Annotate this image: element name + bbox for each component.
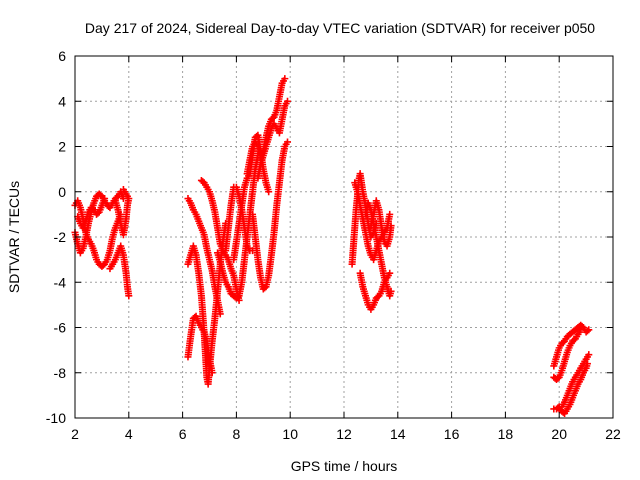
x-tick-label: 10 bbox=[282, 426, 298, 442]
series-t5 bbox=[111, 185, 133, 239]
y-tick-label: 4 bbox=[58, 93, 66, 109]
y-tick-label: 2 bbox=[58, 139, 66, 155]
chart-title: Day 217 of 2024, Sidereal Day-to-day VTE… bbox=[85, 20, 595, 36]
grid-lines bbox=[75, 56, 613, 418]
data-point bbox=[585, 351, 593, 359]
data-point bbox=[386, 210, 394, 218]
y-tick-label: 6 bbox=[58, 48, 66, 64]
x-tick-label: 18 bbox=[498, 426, 514, 442]
y-tick-label: -8 bbox=[54, 365, 67, 381]
data-point bbox=[387, 222, 395, 230]
series-t4 bbox=[106, 242, 133, 300]
x-tick-label: 8 bbox=[233, 426, 241, 442]
data-point bbox=[577, 326, 585, 334]
data-point bbox=[583, 360, 591, 368]
x-tick-label: 2 bbox=[71, 426, 79, 442]
series-t14 bbox=[243, 75, 289, 178]
data-point bbox=[125, 292, 133, 300]
y-tick-label: 0 bbox=[58, 184, 66, 200]
data-point bbox=[265, 188, 273, 196]
x-tick-label: 4 bbox=[125, 426, 133, 442]
data-point bbox=[101, 195, 109, 203]
data-point bbox=[386, 269, 394, 277]
y-tick-label: -2 bbox=[54, 229, 67, 245]
series-t24 bbox=[555, 360, 591, 417]
y-tick-label: -6 bbox=[54, 320, 67, 336]
data-point bbox=[284, 97, 292, 105]
y-axis-label: SDTVAR / TECUs bbox=[6, 181, 22, 293]
series-t13 bbox=[249, 138, 292, 293]
x-tick-label: 20 bbox=[551, 426, 567, 442]
y-tick-label: -10 bbox=[46, 410, 66, 426]
data-point bbox=[119, 185, 127, 193]
data-point bbox=[281, 75, 289, 83]
x-tick-label: 16 bbox=[444, 426, 460, 442]
series-t3 bbox=[74, 195, 109, 232]
x-tick-label: 14 bbox=[390, 426, 406, 442]
series-t22 bbox=[550, 326, 585, 384]
series-t21 bbox=[550, 321, 593, 370]
data-marks bbox=[71, 75, 593, 417]
data-point bbox=[585, 326, 593, 334]
x-tick-label: 6 bbox=[179, 426, 187, 442]
series-t20 bbox=[367, 197, 395, 250]
data-point bbox=[387, 287, 395, 295]
series-t15 bbox=[254, 97, 292, 182]
x-tick-label: 22 bbox=[605, 426, 621, 442]
data-point bbox=[284, 138, 292, 146]
x-tick-label: 12 bbox=[336, 426, 352, 442]
data-point bbox=[583, 327, 591, 335]
y-tick-label: -4 bbox=[54, 274, 67, 290]
x-axis-label: GPS time / hours bbox=[291, 458, 398, 474]
